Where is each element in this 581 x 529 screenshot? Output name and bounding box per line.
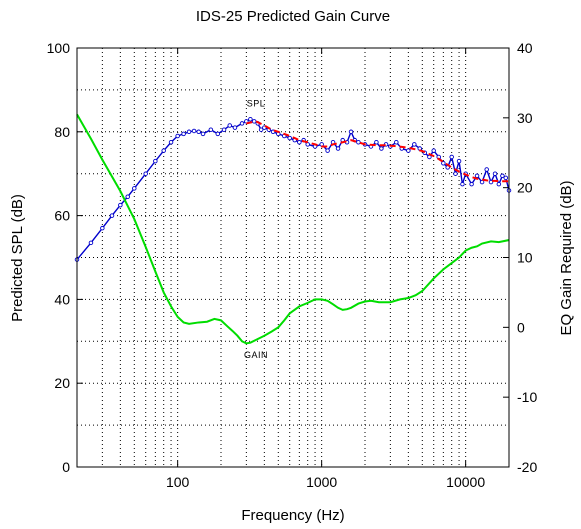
y-tick-label: 80	[54, 124, 70, 140]
y-tick-label: 0	[62, 459, 70, 475]
spl-data-point	[492, 171, 498, 176]
y-tick-label: 100	[47, 40, 71, 56]
spl-data-point	[248, 116, 253, 122]
spl-data-point	[221, 127, 227, 132]
spl-data-point	[449, 154, 454, 160]
y-tick-label: 60	[54, 208, 70, 224]
spl-data-point	[488, 179, 494, 185]
spl-data-point	[118, 202, 123, 208]
spl-data-point	[500, 173, 505, 179]
spl-data-point	[441, 160, 446, 166]
y-tick-label: 40	[54, 291, 70, 307]
x-tick-label: 1000	[306, 474, 337, 490]
spl-data-point	[200, 131, 206, 137]
spl-data-point	[453, 171, 458, 176]
spl-data-point	[181, 131, 186, 137]
gain-series-line	[76, 113, 510, 345]
spl-data-point	[394, 140, 399, 145]
smoothed-spl-line	[246, 120, 509, 183]
spl-data-point	[227, 123, 232, 128]
chart-title: IDS-25 Predicted Gain Curve	[196, 8, 390, 25]
spl-data-point	[143, 171, 148, 176]
spl-data-point	[208, 127, 214, 132]
grid-lines	[77, 48, 509, 467]
spl-data-point	[153, 158, 158, 164]
spl-data-point	[175, 133, 180, 139]
spl-data-point	[379, 146, 384, 151]
spl-data-point	[287, 135, 292, 141]
spl-data-point	[161, 148, 166, 153]
y-axis-label: Predicted SPL (dB)	[9, 194, 26, 322]
spl-data-point	[431, 148, 436, 153]
spl-data-point	[132, 186, 137, 191]
spl-data-point	[232, 125, 238, 130]
spl-data-point	[100, 225, 105, 231]
y-tick-label: 20	[54, 375, 70, 391]
y2-tick-label: 10	[517, 250, 533, 266]
spl-data-point	[503, 175, 509, 181]
spl-data-point	[251, 119, 257, 124]
x-axis-label: Frequency (Hz)	[241, 507, 344, 524]
y2-tick-label: 0	[517, 319, 525, 335]
spl-data-point	[297, 140, 302, 145]
spl-data-point	[196, 129, 201, 135]
y2-tick-label: 40	[517, 40, 533, 56]
spl-data-point	[456, 158, 462, 164]
y2-tick-label: 30	[517, 110, 533, 126]
y2-tick-label: -10	[517, 389, 537, 405]
spl-data-point	[325, 148, 330, 153]
spl-data-point	[335, 146, 341, 151]
tick-layer: 100 1000 10000 0 20 40 60 80 100 -20 -10 0 10 20 30 40	[47, 40, 538, 490]
y2-tick-label: 20	[517, 180, 533, 196]
y2-tick-label: -20	[517, 459, 537, 475]
y2-axis-label: EQ Gain Required (dB)	[558, 180, 575, 335]
spl-data-point	[348, 129, 354, 135]
gain-annotation: GAIN	[244, 350, 268, 360]
spl-data-point	[469, 181, 474, 187]
spl-data-point	[88, 240, 94, 246]
spl-data-point	[356, 140, 361, 145]
spl-data-point	[191, 128, 197, 134]
spl-data-point	[239, 121, 245, 126]
spl-data-point	[186, 129, 192, 135]
spl-data-point	[406, 148, 411, 153]
spl-annotation: SPL	[247, 99, 266, 109]
spl-data-point	[474, 173, 480, 179]
spl-data-point	[479, 179, 485, 185]
spl-data-point	[305, 142, 310, 147]
spl-data-point	[258, 127, 264, 132]
x-tick-label: 100	[166, 474, 190, 490]
spl-data-point	[125, 194, 130, 199]
spl-data-point	[412, 142, 417, 147]
spl-data-point	[215, 131, 221, 137]
spl-data-point	[374, 140, 379, 145]
spl-data-point	[496, 181, 502, 187]
x-tick-label: 10000	[446, 474, 485, 490]
spl-data-point	[460, 181, 465, 187]
spl-data-point	[168, 140, 174, 145]
spl-data-point	[484, 167, 489, 172]
spl-data-point	[109, 213, 115, 218]
series-layer	[74, 113, 512, 345]
